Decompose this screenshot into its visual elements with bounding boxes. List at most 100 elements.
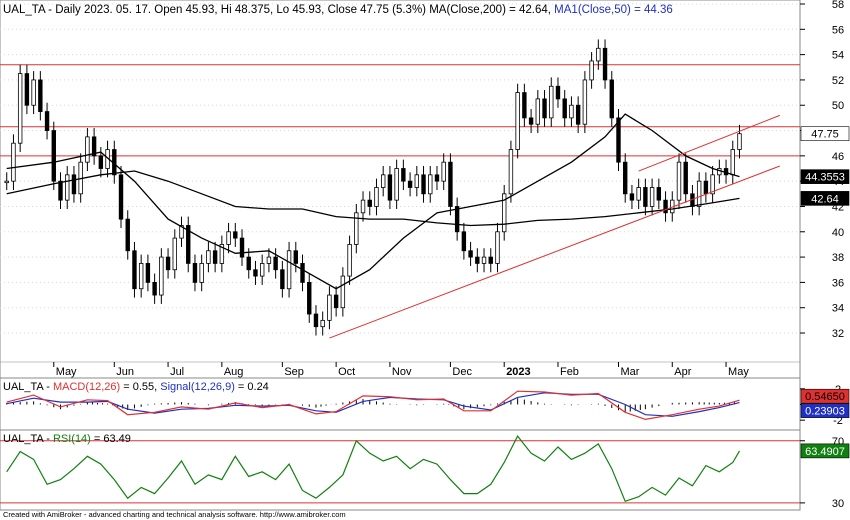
candle-body <box>239 237 245 258</box>
ma200-line <box>6 170 740 227</box>
candle-body <box>354 212 359 245</box>
price-pane-frame <box>0 0 801 379</box>
candle-body <box>434 174 440 182</box>
price-header-info: - Daily 2023. 05. 17. Open 45.93, Hi 48.… <box>45 4 426 16</box>
price-x-tick-label: Apr <box>674 366 691 378</box>
rsi-line <box>6 434 741 503</box>
candle-body <box>38 79 43 112</box>
price-y-tick-label: 54 <box>832 50 844 62</box>
macd-header-signal: Signal(12,26,9) <box>160 381 235 393</box>
candle-body <box>569 104 574 119</box>
rsi-levels <box>0 440 800 504</box>
candle-body <box>320 319 325 328</box>
candle-body <box>549 85 554 119</box>
price-header-symbol: UAL_TA <box>3 4 46 16</box>
candle-body <box>636 187 641 201</box>
trend-line <box>329 165 781 339</box>
candle-body <box>394 168 399 201</box>
candle-body <box>172 237 177 271</box>
candle-body <box>730 149 735 176</box>
candle-body <box>199 263 204 283</box>
rsi-header: UAL_TA - RSI(14) = 63.49 <box>3 433 131 445</box>
candle-body <box>179 225 184 239</box>
candle-body <box>629 193 635 201</box>
candle-body <box>643 187 648 207</box>
candle-body <box>380 174 386 188</box>
candle-body <box>481 256 487 264</box>
candle-body <box>145 263 151 283</box>
price-y-tick-label: 56 <box>832 24 844 36</box>
candle-body <box>333 294 339 309</box>
footer-credit: Created with AmiBroker - advanced charti… <box>3 510 346 519</box>
candle-body <box>266 256 272 264</box>
ma50-line <box>6 113 740 290</box>
price-y-tick-label: 34 <box>832 303 844 315</box>
candle-body <box>562 98 567 119</box>
rsi-pane-frame <box>0 429 801 511</box>
candle-body <box>138 263 144 290</box>
price-y-tick-label: 32 <box>832 328 844 340</box>
candle-body <box>212 250 218 264</box>
candle-body <box>535 98 541 125</box>
candle-body <box>300 263 305 283</box>
candle-body <box>454 206 460 233</box>
candle-body <box>24 73 30 106</box>
price-header-ma50: MA1(Close,50) = 44.36 <box>551 4 673 16</box>
candle-body <box>502 193 507 233</box>
price-label-close-box <box>800 126 850 142</box>
candle-body <box>233 231 238 239</box>
rsi-value-labels: 63.4907 <box>800 443 850 459</box>
price-x-tick-label: Dec <box>452 366 472 378</box>
macd-header: UAL_TA - MACD(12,26) = 0.55, Signal(12,2… <box>3 381 269 393</box>
candle-body <box>11 142 16 182</box>
macd-header-sep: - <box>43 381 53 393</box>
rsi-label-box <box>800 443 850 459</box>
price-label-close: 47.75 <box>811 129 839 141</box>
macd-header-signal-value: = 0.24 <box>235 381 269 393</box>
candle-body <box>448 161 453 207</box>
candle-body <box>649 187 655 207</box>
candle-body <box>91 136 97 157</box>
price-x-tick-label: Sep <box>284 366 304 378</box>
candle-body <box>623 161 628 195</box>
price-header: UAL_TA - Daily 2023. 05. 17. Open 45.93,… <box>3 4 673 16</box>
candle-body <box>44 111 50 131</box>
macd-label-macd-box <box>800 388 850 404</box>
rsi-header-rsi-value: = 63.49 <box>91 433 131 445</box>
candle-body <box>293 250 298 264</box>
candle-body <box>17 73 23 144</box>
price-x-axis: May Jun Jul Aug Sep Oct Nov Dec 2023 Feb Mar Apr May <box>0 361 800 378</box>
candle-body <box>488 256 493 264</box>
signal-line <box>6 392 740 417</box>
macd-value-labels: 0.54650 0.23903 <box>800 388 850 418</box>
candle-body <box>407 180 413 188</box>
candle-body <box>401 168 406 182</box>
candle-body <box>347 244 352 277</box>
candle-body <box>710 174 715 195</box>
macd-label-macd: 0.54650 <box>805 391 845 403</box>
candle-body <box>555 85 561 100</box>
candle-body <box>589 60 594 81</box>
rsi-label: 63.4907 <box>805 446 845 458</box>
candle-body <box>387 174 393 201</box>
candle-body <box>280 269 285 290</box>
candle-body <box>360 199 366 214</box>
candle-body <box>307 281 312 315</box>
candle-body <box>85 136 90 163</box>
price-label-ma50: 44.3553 <box>805 172 845 184</box>
candle-body <box>374 187 379 207</box>
horizontal-levels <box>0 64 800 157</box>
candle-body <box>737 133 742 150</box>
macd-pane-frame <box>0 377 801 431</box>
candle-body <box>441 161 446 182</box>
price-x-tick-label: Jun <box>116 366 134 378</box>
candle-body <box>58 180 63 201</box>
trend-line <box>638 114 781 172</box>
macd-header-macd-value: = 0.55, <box>120 381 160 393</box>
candle-body <box>226 231 231 245</box>
rsi-header-symbol: UAL_TA <box>3 433 44 445</box>
price-x-tick-label: Aug <box>224 366 244 378</box>
